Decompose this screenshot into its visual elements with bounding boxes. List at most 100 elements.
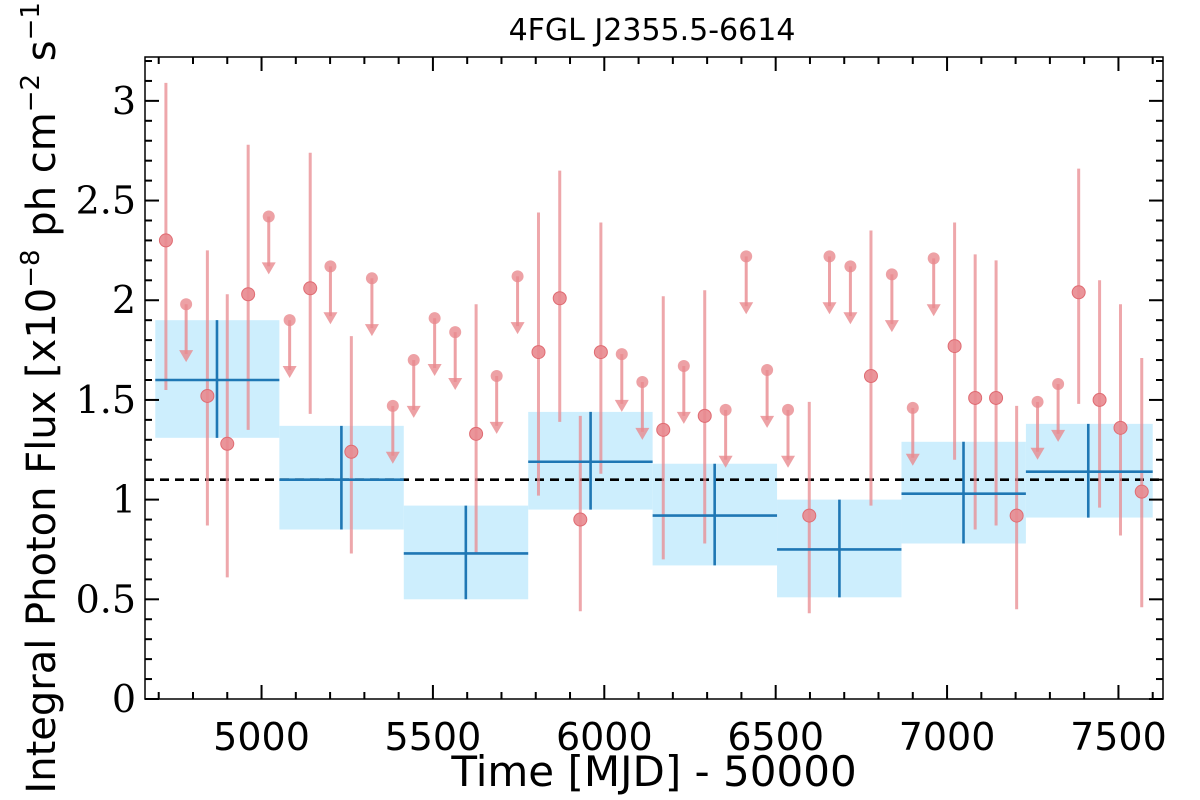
- y-axis-label-mid: ph cm: [19, 112, 65, 249]
- upper-limit-point: [844, 260, 857, 273]
- upper-limit-arrowhead: [614, 399, 629, 412]
- upper-limit-point: [761, 364, 774, 377]
- plot-frame: [144, 56, 1164, 700]
- upper-limit-arrowhead: [676, 411, 691, 424]
- short-bin-point: [802, 508, 817, 523]
- short-bin-point: [531, 345, 546, 360]
- upper-limit-point: [490, 370, 503, 383]
- upper-limit-point: [615, 348, 628, 361]
- upper-limit-point: [636, 375, 649, 388]
- upper-limit-arrowhead: [1030, 447, 1045, 460]
- upper-limit-arrowhead: [926, 304, 941, 317]
- short-bin-point: [303, 281, 318, 296]
- short-bin-point: [1134, 484, 1149, 499]
- axis-ticks: [145, 57, 1163, 700]
- upper-limit-arrowhead: [510, 322, 525, 335]
- long-bin-bands: [155, 320, 1153, 600]
- short-bin-point: [241, 287, 256, 302]
- upper-limit-arrowhead: [489, 421, 504, 434]
- short-bin-points: [158, 82, 1149, 614]
- y-axis-label-exp1: −8: [16, 249, 46, 287]
- y-tick-label: 1.5: [76, 378, 136, 422]
- upper-limit-point: [677, 360, 690, 373]
- upper-limit-point: [449, 326, 462, 339]
- upper-limit-point: [262, 210, 275, 223]
- upper-limit-arrowhead: [427, 364, 442, 377]
- upper-limit-arrowhead: [179, 350, 194, 363]
- y-axis-label-s: s: [19, 40, 65, 74]
- upper-limit-point: [719, 403, 732, 416]
- upper-limit-point: [428, 312, 441, 325]
- y-tick-labels: 0 0.5 1 1.5 2 2.5 3: [76, 79, 136, 721]
- y-tick-label: 0.5: [76, 577, 136, 621]
- upper-limit-point: [511, 270, 524, 283]
- y-tick-label: 3: [112, 79, 136, 123]
- y-axis-label-end: ]: [19, 0, 65, 2]
- short-bin-point: [573, 512, 588, 527]
- short-bin-point: [1113, 420, 1128, 435]
- upper-limit-arrowhead: [323, 312, 338, 325]
- x-tick-label: 7000: [899, 715, 996, 759]
- upper-limit-arrowhead: [884, 320, 899, 333]
- plot-area: [144, 56, 1164, 700]
- y-tick-label: 1: [112, 478, 136, 522]
- y-axis-label-exp2: −2: [16, 74, 46, 112]
- short-bin-point: [158, 233, 173, 248]
- x-tick-labels: 5000 5500 6000 6500 7000 7500: [213, 715, 1167, 759]
- upper-limit-arrowhead: [364, 324, 379, 337]
- y-tick-label: 0: [112, 677, 136, 721]
- x-tick-label: 6500: [727, 715, 824, 759]
- upper-limit-point: [324, 260, 337, 273]
- y-tick-label: 2: [112, 278, 136, 322]
- y-axis-label: Integral Photon Flux [x10−8 ph cm−2 s−1]: [16, 0, 65, 794]
- upper-limit-point: [927, 252, 940, 265]
- upper-limit-arrowhead: [1051, 429, 1066, 442]
- short-bin-point: [947, 339, 962, 354]
- upper-limit-arrowhead: [385, 451, 400, 464]
- y-tick-label: 2.5: [76, 179, 136, 223]
- upper-limit-arrowhead: [448, 377, 463, 390]
- upper-limit-arrowhead: [739, 302, 754, 315]
- short-bin-point: [968, 390, 983, 405]
- y-axis-label-exp3: −1: [16, 2, 46, 40]
- upper-limit-point: [823, 250, 836, 263]
- upper-limit-arrowhead: [781, 455, 796, 468]
- upper-limit-point: [885, 268, 898, 281]
- short-bin-point: [1009, 508, 1024, 523]
- upper-limit-point: [1031, 395, 1044, 408]
- x-tick-label: 6000: [556, 715, 653, 759]
- upper-limit-arrowhead: [822, 302, 837, 315]
- upper-limit-arrowhead: [905, 453, 920, 466]
- short-bin-point: [1092, 392, 1107, 407]
- short-bin-point: [220, 436, 235, 451]
- upper-limit-arrowhead: [718, 455, 733, 468]
- upper-limit-arrowhead: [843, 312, 858, 325]
- short-bin-point: [697, 408, 712, 423]
- upper-limit-arrowhead: [406, 405, 421, 418]
- upper-limit-arrowhead: [282, 366, 297, 379]
- x-tick-label: 5500: [385, 715, 482, 759]
- upper-limit-point: [1052, 377, 1065, 390]
- x-tick-label: 7500: [1070, 715, 1167, 759]
- upper-limit-point: [386, 399, 399, 412]
- upper-limit-point: [740, 250, 753, 263]
- x-axis-label: Time [MJD] - 50000: [450, 747, 856, 796]
- upper-limit-point: [906, 401, 919, 414]
- upper-limit-point: [283, 314, 296, 327]
- short-bin-point: [863, 369, 878, 384]
- upper-limit-point: [180, 298, 193, 311]
- short-bin-point: [469, 426, 484, 441]
- short-bin-point: [656, 422, 671, 437]
- y-axis-label-main: Integral Photon Flux [x10: [19, 288, 65, 794]
- upper-limit-point: [407, 354, 420, 367]
- short-bin-point: [552, 291, 567, 306]
- short-bin-point: [1071, 285, 1086, 300]
- upper-limit-point: [365, 272, 378, 285]
- short-bin-point: [200, 388, 215, 403]
- chart-title: 4FGL J2355.5-6614: [509, 13, 796, 48]
- x-tick-label: 5000: [213, 715, 310, 759]
- upper-limit-arrowhead: [760, 415, 775, 428]
- upper-limit-point: [782, 403, 795, 416]
- long-bin-crosses: [155, 320, 1153, 600]
